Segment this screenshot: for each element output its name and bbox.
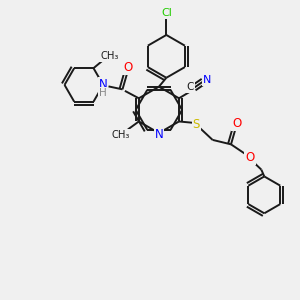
Text: CH₃: CH₃: [100, 51, 118, 61]
Text: Cl: Cl: [161, 8, 172, 18]
Text: C: C: [187, 82, 194, 92]
Text: CH₃: CH₃: [112, 130, 130, 140]
Text: O: O: [123, 61, 132, 74]
Text: O: O: [232, 117, 242, 130]
Text: H: H: [99, 88, 107, 98]
Text: O: O: [245, 151, 255, 164]
Text: N: N: [203, 75, 211, 85]
Text: S: S: [193, 118, 200, 131]
Text: N: N: [99, 78, 107, 92]
Text: N: N: [154, 128, 163, 141]
